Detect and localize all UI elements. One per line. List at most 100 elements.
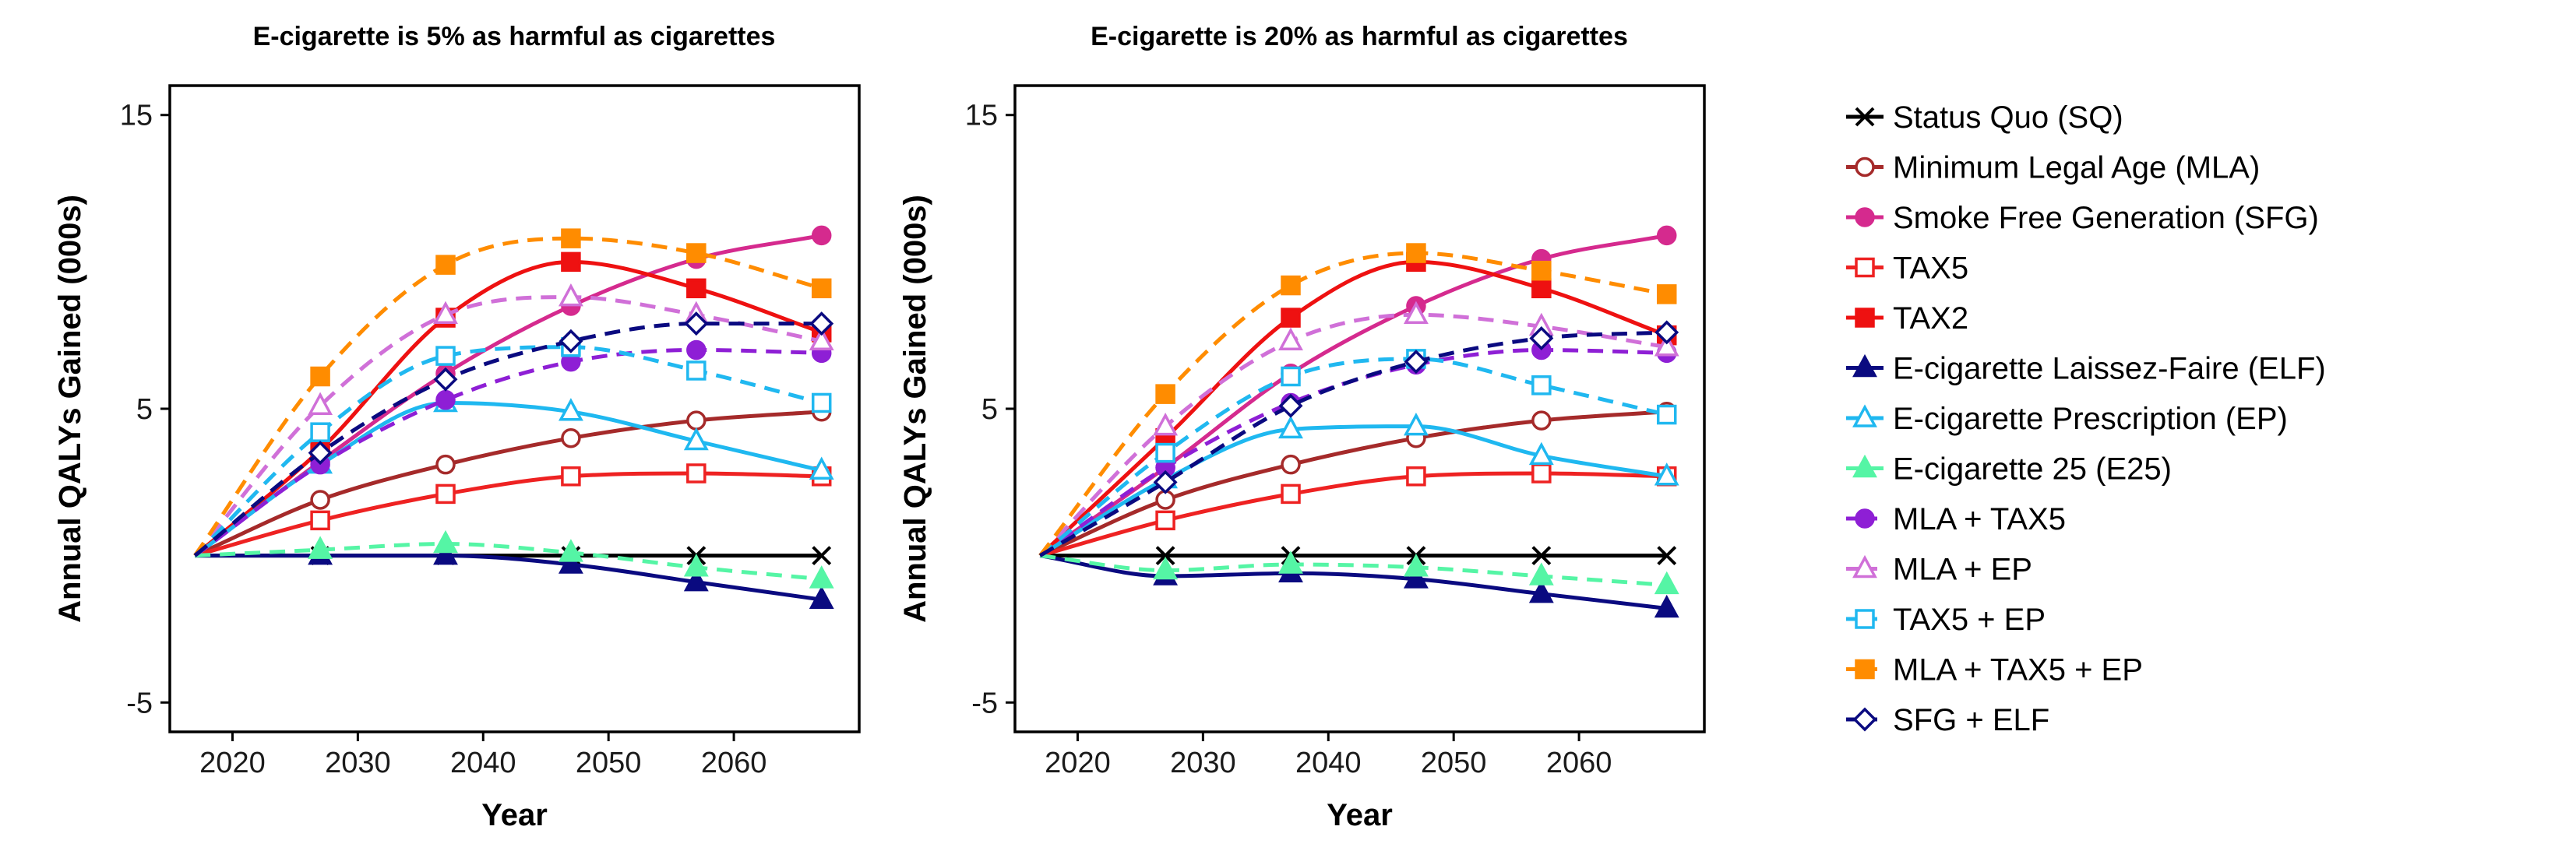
data-point-e-cigarette-prescription-ep bbox=[1654, 462, 1679, 486]
series-line-sfg-elf bbox=[193, 322, 822, 557]
series-mla-ep bbox=[193, 283, 834, 557]
series-mla-tax5-ep bbox=[193, 228, 832, 557]
legend-label: Status Quo (SQ) bbox=[1893, 100, 2123, 135]
x-tick-label: 2020 bbox=[1045, 747, 1111, 779]
chart-panel-right: E-cigarette is 20% as harmful as cigaret… bbox=[898, 22, 1706, 832]
data-point-e-cigarette-prescription-ep bbox=[809, 456, 834, 480]
data-point-e-cigarette-laissez-faire-elf bbox=[1403, 565, 1429, 589]
data-point-mla-tax5-ep bbox=[686, 243, 707, 263]
data-point-mla-ep bbox=[433, 301, 458, 325]
data-point-tax5-ep bbox=[1155, 442, 1175, 463]
legend-label: E-cigarette Prescription (EP) bbox=[1893, 402, 2288, 436]
data-point-tax2 bbox=[1281, 308, 1301, 328]
data-point-minimum-legal-age-mla bbox=[1531, 410, 1552, 431]
x-tick-label: 2060 bbox=[1546, 747, 1612, 779]
data-point-minimum-legal-age-mla bbox=[435, 454, 456, 475]
series-mla-ep bbox=[1038, 301, 1679, 557]
legend-label: E-cigarette Laissez-Faire (ELF) bbox=[1893, 352, 2326, 386]
legend-item-e-cigarette-laissez-faire-elf: E-cigarette Laissez-Faire (ELF) bbox=[1846, 352, 2326, 386]
series-line-tax2 bbox=[1038, 259, 1668, 557]
legend-item-tax2: TAX2 bbox=[1846, 301, 1968, 336]
data-point-e-cigarette-25-e25 bbox=[558, 539, 583, 562]
y-tick-label: 15 bbox=[120, 100, 153, 132]
data-point-minimum-legal-age-mla bbox=[310, 490, 330, 510]
y-tick-label: -5 bbox=[126, 687, 153, 719]
legend-label: Minimum Legal Age (MLA) bbox=[1893, 151, 2260, 185]
data-point-sfg-elf bbox=[308, 441, 333, 466]
legend-item-minimum-legal-age-mla: Minimum Legal Age (MLA) bbox=[1846, 151, 2260, 185]
series-line-e-cigarette-prescription-ep bbox=[1038, 424, 1668, 557]
data-point-mla-tax5-ep bbox=[561, 228, 581, 248]
data-point-tax5 bbox=[310, 510, 330, 531]
data-point-mla-tax5-ep bbox=[1656, 284, 1677, 304]
series-line-e-cigarette-25-e25 bbox=[195, 541, 822, 582]
legend-item-e-cigarette-prescription-ep: E-cigarette Prescription (EP) bbox=[1846, 402, 2288, 436]
legend-marker bbox=[1855, 308, 1875, 328]
legend-label: TAX5 + EP bbox=[1893, 603, 2046, 637]
data-point-tax5-ep bbox=[811, 392, 832, 413]
y-tick-label: 15 bbox=[965, 100, 998, 132]
data-point-minimum-legal-age-mla bbox=[561, 427, 581, 448]
data-point-tax5 bbox=[435, 484, 456, 505]
data-point-e-cigarette-prescription-ep bbox=[558, 398, 583, 421]
legend-marker bbox=[1852, 404, 1877, 427]
legend-marker bbox=[1855, 156, 1875, 178]
y-tick-label: 5 bbox=[136, 393, 153, 426]
data-point-e-cigarette-25-e25 bbox=[809, 565, 834, 589]
data-point-sfg-elf bbox=[1404, 350, 1429, 374]
x-tick-label: 2040 bbox=[1295, 747, 1362, 779]
x-tick-label: 2040 bbox=[450, 747, 516, 779]
legend-marker bbox=[1852, 707, 1877, 732]
data-point-e-cigarette-25-e25 bbox=[1654, 571, 1679, 595]
legend-item-sfg-elf: SFG + ELF bbox=[1846, 703, 2049, 737]
series-e-cigarette-25-e25 bbox=[195, 529, 834, 589]
x-tick-label: 2050 bbox=[1421, 747, 1487, 779]
x-axis-label: Year bbox=[1327, 798, 1393, 832]
legend-label: Smoke Free Generation (SFG) bbox=[1893, 201, 2319, 235]
data-point-tax5-ep bbox=[1281, 366, 1301, 387]
legend: Status Quo (SQ) Minimum Legal Age (MLA) Sm… bbox=[1846, 100, 2326, 737]
legend-item-mla-tax5-ep: MLA + TAX5 + EP bbox=[1846, 653, 2143, 687]
series-line-mla-tax5-ep bbox=[193, 236, 823, 557]
data-point-sfg-elf bbox=[684, 311, 709, 336]
series-line-sfg-elf bbox=[1038, 330, 1667, 557]
data-point-mla-ep bbox=[558, 283, 583, 307]
x-tick-label: 2020 bbox=[199, 747, 266, 779]
data-point-tax5 bbox=[1281, 484, 1301, 505]
data-point-e-cigarette-25-e25 bbox=[308, 536, 333, 559]
legend-item-smoke-free-generation-sfg: Smoke Free Generation (SFG) bbox=[1846, 201, 2319, 235]
data-point-e-cigarette-laissez-faire-elf bbox=[1528, 580, 1554, 603]
data-point-sfg-elf bbox=[1153, 469, 1178, 494]
legend-label: MLA + TAX5 + EP bbox=[1893, 653, 2143, 687]
data-point-tax2 bbox=[561, 251, 581, 273]
data-point-tax2 bbox=[686, 278, 707, 299]
legend-item-tax5: TAX5 bbox=[1846, 251, 1968, 286]
data-point-e-cigarette-laissez-faire-elf bbox=[1654, 594, 1679, 618]
plot-frame bbox=[1013, 84, 1706, 733]
data-point-minimum-legal-age-mla bbox=[686, 410, 707, 431]
series-line-minimum-legal-age-mla bbox=[1039, 410, 1667, 557]
data-point-e-cigarette-prescription-ep bbox=[683, 427, 709, 451]
legend-label: SFG + ELF bbox=[1893, 703, 2049, 737]
series-sfg-elf bbox=[193, 311, 834, 557]
legend-marker bbox=[1855, 107, 1875, 127]
x-tick-label: 2050 bbox=[576, 747, 642, 779]
x-axis-label: Year bbox=[481, 798, 548, 832]
data-point-sfg-elf bbox=[1529, 325, 1554, 350]
data-point-e-cigarette-25-e25 bbox=[1153, 556, 1179, 580]
data-point-tax5-ep bbox=[1531, 375, 1552, 396]
data-point-status-quo-sq bbox=[1531, 546, 1552, 566]
data-point-mla-ep bbox=[1153, 412, 1179, 436]
y-axis-label: Annual QALYs Gained (000s) bbox=[53, 195, 87, 623]
legend-label: MLA + EP bbox=[1893, 553, 2032, 587]
data-point-e-cigarette-laissez-faire-elf bbox=[433, 541, 458, 565]
data-point-e-cigarette-25-e25 bbox=[1528, 562, 1554, 585]
data-point-tax5-ep bbox=[1656, 404, 1677, 425]
series-minimum-legal-age-mla bbox=[194, 402, 832, 557]
data-point-mla-ep bbox=[1403, 301, 1429, 325]
data-point-sfg-elf bbox=[1654, 320, 1679, 345]
data-point-smoke-free-generation-sfg bbox=[1656, 225, 1677, 246]
series-mla-tax5-ep bbox=[1038, 243, 1677, 557]
data-point-e-cigarette-laissez-faire-elf bbox=[558, 550, 583, 574]
data-point-status-quo-sq bbox=[1155, 546, 1175, 566]
